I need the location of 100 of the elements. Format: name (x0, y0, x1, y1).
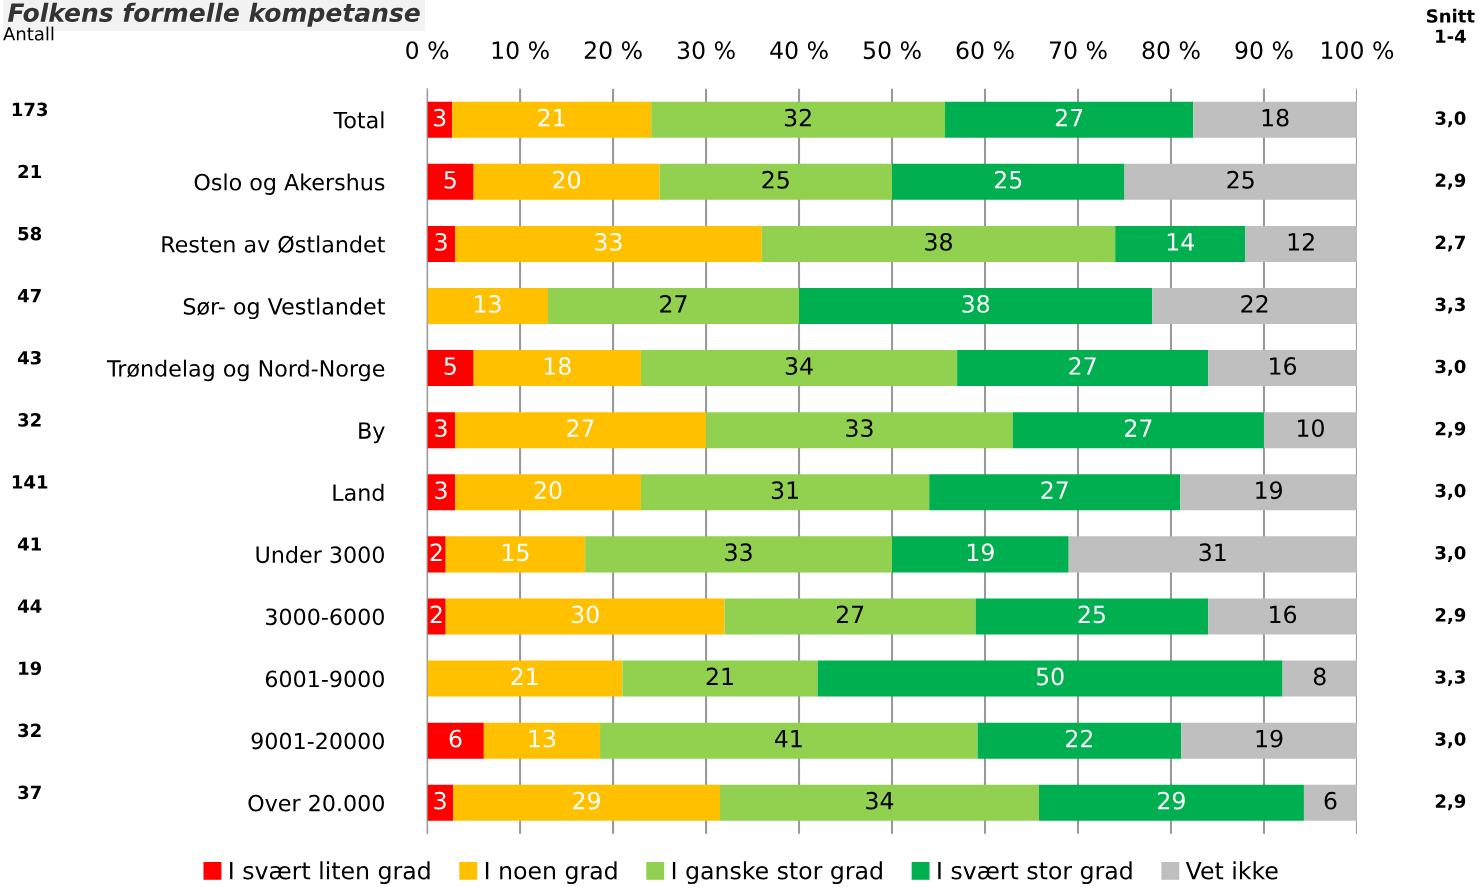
text: 141 (12, 475, 48, 489)
x-tick-label: 90 % (1235, 41, 1293, 60)
text: 43 (17, 350, 41, 365)
x-tick-label: 70 % (1049, 41, 1107, 60)
text: 44 (17, 599, 42, 613)
bar (799, 288, 1153, 325)
text: 47 (17, 289, 41, 303)
text: 21 (18, 164, 41, 179)
text: Snitt 1-4 (1427, 8, 1475, 43)
x-tick-label: 30 % (677, 41, 735, 60)
data-label: 12 (1288, 232, 1314, 251)
data-label: 15 (503, 543, 529, 562)
text: 2,9 (1435, 173, 1466, 190)
bar (1012, 412, 1264, 449)
x-tick-label: 100 % (1322, 41, 1394, 60)
bar (453, 784, 720, 821)
data-label: 18 (1262, 108, 1289, 127)
bar (659, 163, 893, 200)
data-label: 3 (434, 791, 446, 810)
text: 3,0 (1435, 545, 1466, 562)
text: Antall (3, 26, 54, 41)
data-label: 27 (660, 295, 687, 313)
text: 3,0 (1435, 359, 1466, 376)
bar (945, 101, 1194, 138)
bar (1180, 474, 1357, 511)
y-tick-label: Sør- og Vestlandet (183, 297, 385, 320)
data-label: 29 (573, 791, 600, 810)
data-label: 21 (706, 667, 733, 686)
y-tick-label: Over 20.000 (248, 794, 384, 812)
bar (1263, 412, 1357, 449)
data-label: 19 (1256, 481, 1282, 500)
text: 3,0 (1435, 111, 1466, 128)
data-label: 41 (774, 729, 802, 748)
data-label: 3 (435, 232, 447, 251)
bar (1181, 722, 1357, 759)
text: 2,9 (1435, 794, 1466, 811)
bar (585, 536, 893, 573)
bar (892, 536, 1069, 573)
bar (706, 412, 1013, 449)
x-tick-label: 40 % (770, 41, 828, 60)
bar (455, 474, 641, 511)
x-tick-label: 10 % (492, 41, 549, 60)
bar (547, 288, 800, 325)
legend-label: I noen grad (485, 861, 617, 885)
data-label: 10 (1298, 419, 1324, 438)
bar (1245, 225, 1357, 262)
data-label: 22 (1066, 729, 1093, 748)
bar (452, 101, 652, 138)
bar (473, 350, 641, 387)
bar (483, 722, 601, 759)
data-label: 19 (967, 543, 994, 562)
data-label: 22 (1241, 295, 1268, 313)
bar (1303, 784, 1357, 821)
data-label: 25 (1227, 170, 1254, 189)
data-label: 38 (925, 232, 952, 251)
text: 41 (17, 537, 41, 551)
bar (1208, 350, 1357, 387)
data-label: 30 (571, 605, 599, 624)
bar (455, 225, 762, 262)
bar (455, 412, 707, 449)
bar (640, 474, 930, 511)
text: 2,7 (1435, 235, 1465, 252)
data-label: 25 (762, 170, 789, 189)
y-tick-label: 6001-9000 (265, 670, 384, 688)
text: 2,9 (1435, 421, 1466, 438)
data-label: 6 (449, 729, 462, 748)
bar (622, 660, 818, 697)
bar (1208, 598, 1357, 635)
text: 32 (18, 413, 41, 427)
data-label: 2 (430, 605, 442, 623)
data-label: 34 (866, 791, 894, 810)
text: 3,3 (1435, 670, 1465, 687)
data-label: 2 (430, 543, 442, 561)
data-label: 27 (567, 419, 594, 437)
text: 3,3 (1435, 297, 1465, 314)
data-label: 13 (475, 295, 501, 313)
x-tick-label: 20 % (584, 41, 642, 60)
data-label: 33 (846, 419, 873, 438)
y-tick-label: Trøndelag og Nord-Norge (106, 359, 385, 382)
data-label: 31 (771, 481, 798, 500)
data-label: 21 (538, 108, 565, 127)
data-label: 38 (962, 295, 990, 313)
text: 58 (18, 226, 42, 241)
x-tick-label: 80 % (1142, 41, 1200, 60)
data-label: 19 (1256, 729, 1283, 748)
bar (600, 722, 978, 759)
bar (957, 350, 1209, 387)
data-label: 3 (433, 108, 446, 127)
bar (651, 101, 946, 138)
y-tick-label: Land (333, 483, 384, 502)
bar (761, 225, 1116, 262)
x-tick-label: 50 % (863, 41, 921, 60)
text: 37 (18, 785, 41, 800)
data-label: 20 (534, 481, 562, 500)
data-label: 13 (529, 729, 556, 748)
y-tick-label: 3000-6000 (266, 608, 384, 626)
legend-label: Vet ikke (1185, 861, 1278, 880)
text: 2,9 (1435, 608, 1466, 625)
text: 173 (12, 102, 48, 117)
data-label: 27 (1125, 419, 1152, 437)
